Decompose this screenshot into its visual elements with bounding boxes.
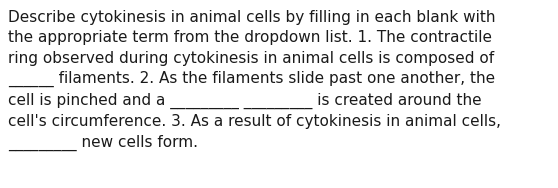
- Text: Describe cytokinesis in animal cells by filling in each blank with
the appropria: Describe cytokinesis in animal cells by …: [8, 10, 501, 151]
